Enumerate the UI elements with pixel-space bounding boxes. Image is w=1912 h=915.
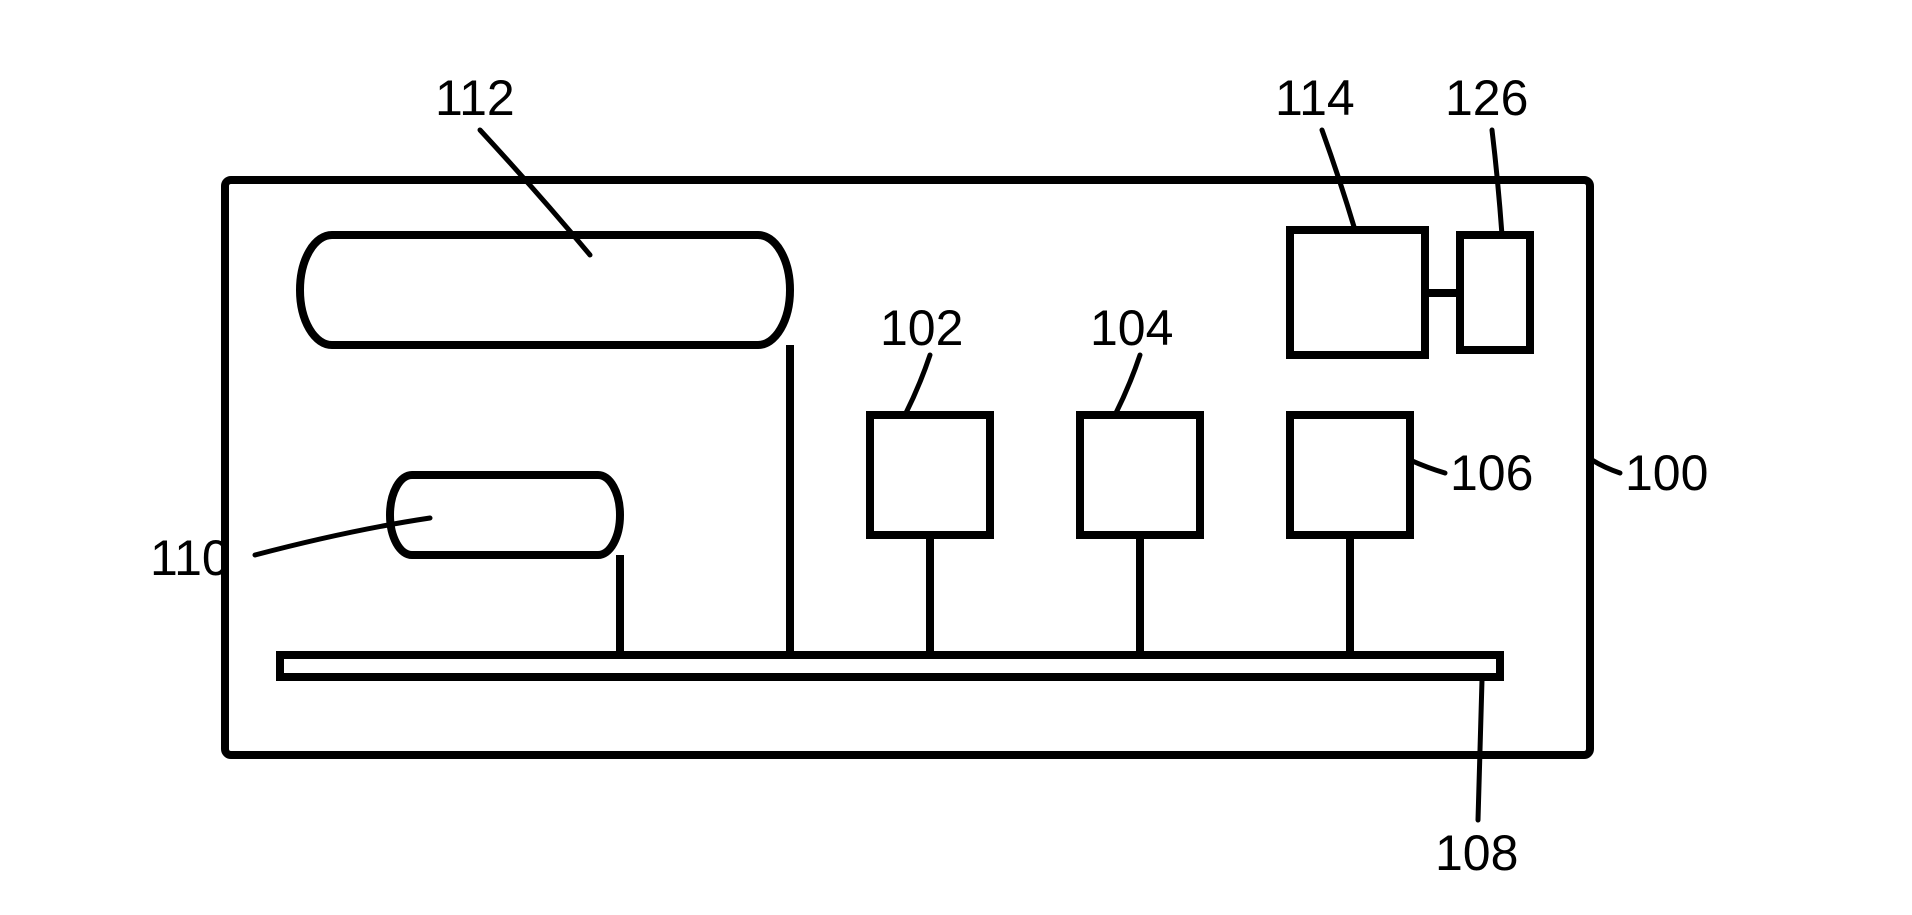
block-126: [1460, 235, 1530, 350]
block-102: [870, 415, 990, 535]
label-112: 112: [435, 70, 515, 126]
block-114: [1290, 230, 1425, 355]
block-diagram: 112 110 102 104 106 114 126 100 108: [0, 0, 1912, 910]
label-100-leader: [1592, 460, 1620, 473]
label-100: 100: [1625, 445, 1708, 501]
label-110: 110: [150, 530, 230, 586]
bus-108: [280, 655, 1500, 677]
label-108: 108: [1435, 825, 1518, 881]
block-106: [1290, 415, 1410, 535]
label-104: 104: [1090, 300, 1173, 356]
label-102: 102: [880, 300, 963, 356]
label-106: 106: [1450, 445, 1533, 501]
block-104: [1080, 415, 1200, 535]
cylinder-112: [300, 235, 790, 345]
label-126: 126: [1445, 70, 1528, 126]
cylinder-110: [390, 475, 620, 555]
label-114: 114: [1275, 70, 1355, 126]
